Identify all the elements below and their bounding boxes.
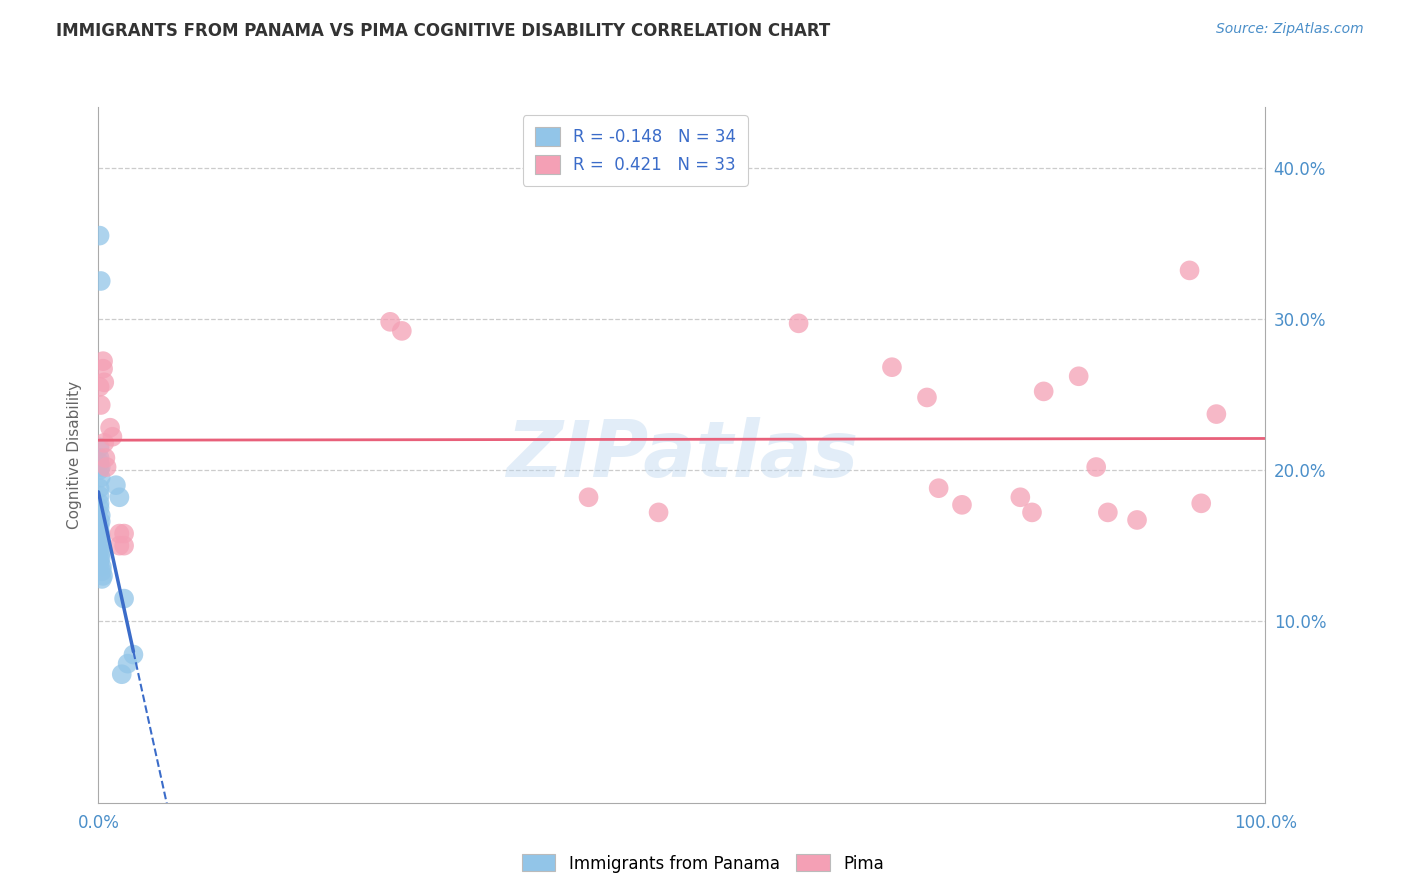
Point	[89, 489, 111, 503]
Point	[880, 360, 903, 375]
Point	[1178, 263, 1201, 277]
Point	[112, 539, 135, 553]
Point	[787, 316, 810, 330]
Point	[90, 550, 112, 565]
Legend: Immigrants from Panama, Pima: Immigrants from Panama, Pima	[516, 847, 890, 880]
Point	[90, 470, 112, 484]
Point	[90, 565, 112, 579]
Point	[108, 526, 131, 541]
Point	[98, 420, 121, 434]
Point	[89, 557, 111, 571]
Point	[1010, 490, 1032, 504]
Point	[89, 450, 111, 465]
Point	[915, 391, 938, 405]
Point	[89, 380, 111, 394]
Point	[391, 324, 413, 338]
Point	[1021, 505, 1043, 519]
Point	[89, 524, 111, 538]
Point	[90, 533, 112, 547]
Point	[89, 519, 111, 533]
Point	[90, 572, 112, 586]
Point	[1067, 369, 1090, 384]
Point	[89, 496, 111, 510]
Point	[89, 500, 111, 515]
Point	[1205, 407, 1227, 421]
Point	[647, 505, 669, 519]
Point	[93, 376, 115, 390]
Point	[89, 543, 111, 558]
Point	[90, 274, 112, 288]
Point	[1097, 505, 1119, 519]
Point	[112, 591, 135, 606]
Point	[91, 361, 114, 376]
Y-axis label: Cognitive Disability: Cognitive Disability	[67, 381, 83, 529]
Text: ZIPatlas: ZIPatlas	[506, 417, 858, 493]
Point	[111, 667, 134, 681]
Point	[91, 354, 114, 368]
Point	[94, 450, 117, 465]
Point	[89, 463, 111, 477]
Point	[89, 554, 111, 568]
Point	[90, 460, 112, 475]
Point	[91, 569, 114, 583]
Point	[90, 528, 112, 542]
Point	[89, 539, 111, 553]
Point	[1032, 384, 1054, 399]
Legend: R = -0.148   N = 34, R =  0.421   N = 33: R = -0.148 N = 34, R = 0.421 N = 33	[523, 115, 748, 186]
Point	[950, 498, 973, 512]
Point	[89, 455, 111, 469]
Point	[89, 228, 111, 243]
Point	[1189, 496, 1212, 510]
Point	[928, 481, 950, 495]
Point	[108, 490, 131, 504]
Point	[96, 460, 118, 475]
Point	[90, 508, 112, 523]
Point	[1126, 513, 1149, 527]
Point	[112, 526, 135, 541]
Point	[90, 515, 112, 529]
Point	[89, 481, 111, 495]
Point	[122, 648, 145, 662]
Point	[90, 559, 112, 574]
Point	[378, 315, 402, 329]
Point	[1085, 460, 1108, 475]
Point	[90, 398, 112, 412]
Point	[101, 430, 124, 444]
Text: Source: ZipAtlas.com: Source: ZipAtlas.com	[1216, 22, 1364, 37]
Point	[90, 546, 112, 560]
Point	[578, 490, 600, 504]
Point	[89, 441, 111, 455]
Point	[93, 435, 115, 450]
Point	[108, 539, 131, 553]
Point	[117, 657, 139, 671]
Text: IMMIGRANTS FROM PANAMA VS PIMA COGNITIVE DISABILITY CORRELATION CHART: IMMIGRANTS FROM PANAMA VS PIMA COGNITIVE…	[56, 22, 831, 40]
Point	[104, 478, 127, 492]
